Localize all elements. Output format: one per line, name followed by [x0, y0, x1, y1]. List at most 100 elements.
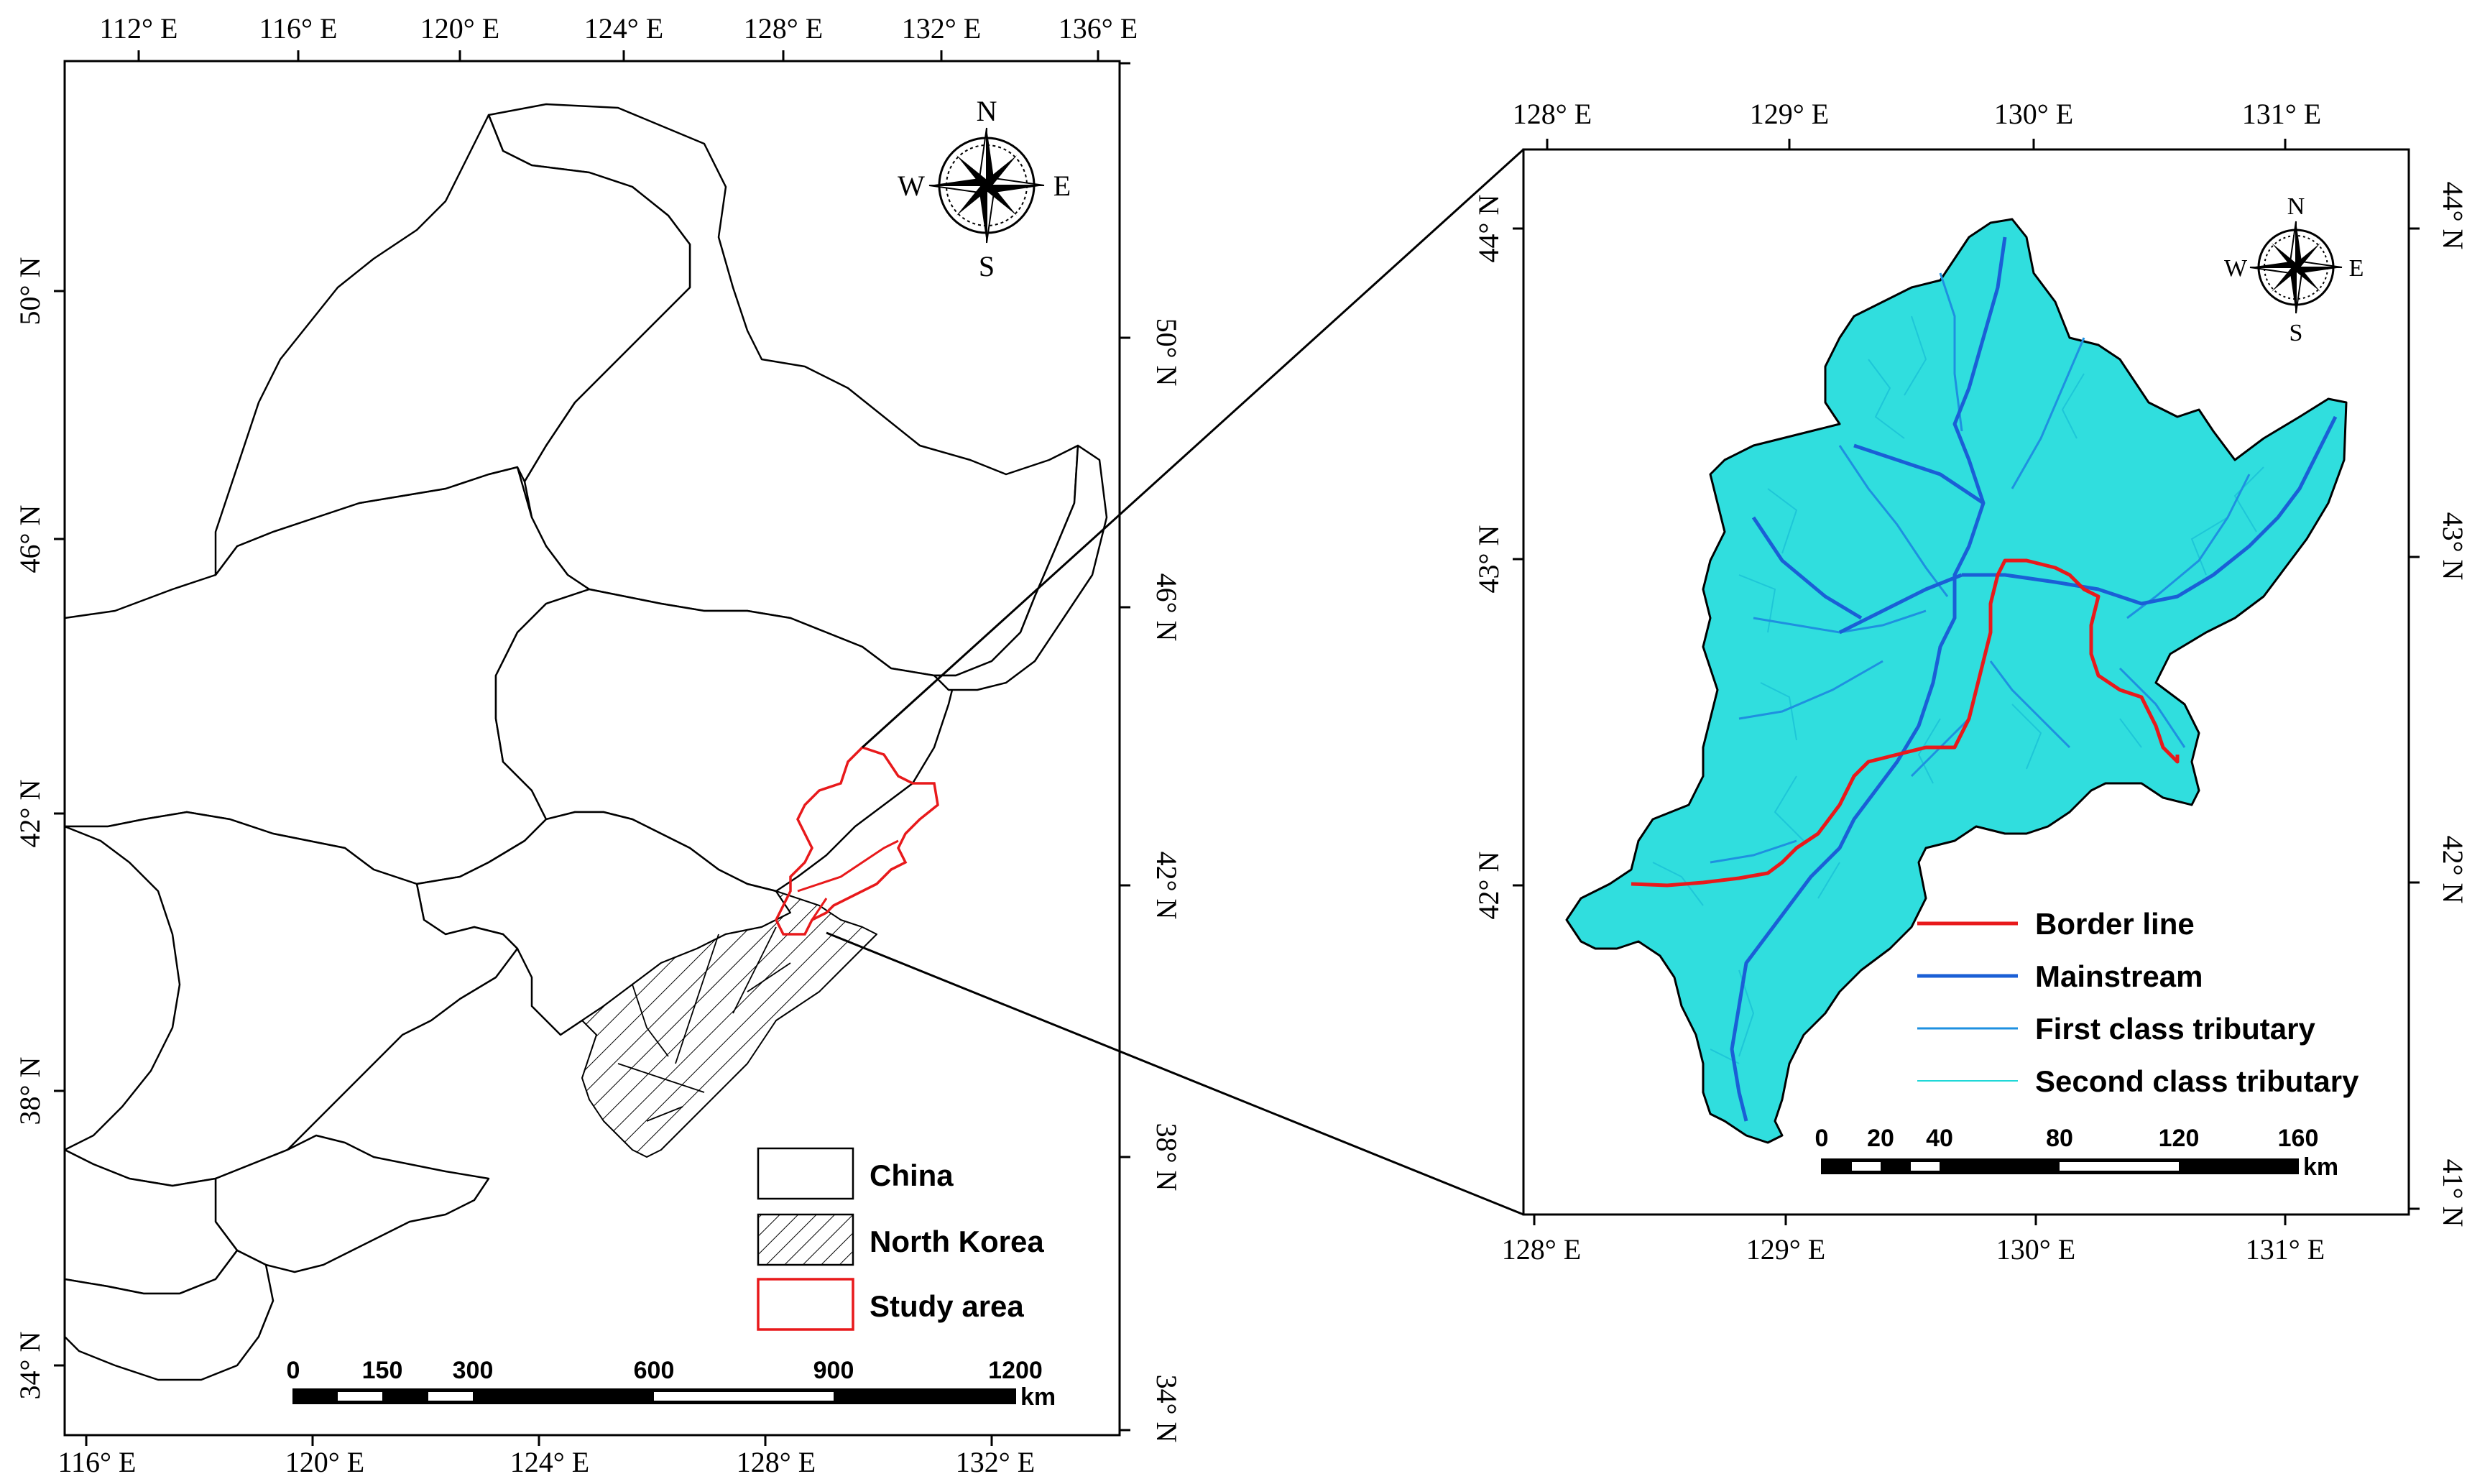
lat-label: 44° N — [2437, 182, 2467, 250]
lon-label: 128° E — [1513, 98, 1592, 130]
left-top-ticks — [137, 50, 1099, 61]
lon-label: 128° E — [744, 12, 823, 45]
compass-north-label: N — [2287, 193, 2305, 220]
lat-label: 43° N — [1472, 525, 1505, 594]
province-shanxi — [65, 825, 181, 1151]
scalebar-unit: km — [1020, 1383, 1056, 1411]
right-map: 128° E 129° E 130° E 131° E 128° E 129° … — [1472, 98, 2467, 1266]
lon-label: 129° E — [1750, 98, 1829, 130]
left-legend: China North Korea Study area — [757, 1147, 1044, 1331]
lat-label: 38° N — [1151, 1123, 1183, 1192]
lat-label: 34° N — [1151, 1375, 1183, 1443]
lat-label: 42° N — [1151, 852, 1183, 920]
province-inner-mongolia-north — [214, 114, 691, 576]
scalebar-tick: 1200 — [988, 1357, 1043, 1384]
compass-south-label: S — [979, 250, 995, 282]
lat-label: 46° N — [1151, 573, 1183, 642]
legend-label-china: China — [870, 1158, 954, 1192]
left-bottom-lon-labels: 116° E 120° E 124° E 128° E 132° E — [58, 1446, 1036, 1478]
right-bottom-ticks: 128° E 129° E 130° E 131° E — [1502, 1215, 2325, 1266]
lon-label: 124° E — [584, 12, 663, 45]
left-scalebar: 0 150 300 600 900 1200 km — [287, 1357, 1056, 1411]
lon-label: 130° E — [1996, 1233, 2075, 1266]
legend-label-second-class: Second class tributary — [2035, 1064, 2359, 1098]
legend-label-mainstream: Mainstream — [2035, 959, 2203, 993]
zoom-connectors — [826, 148, 1525, 1216]
scalebar-tick: 20 — [1867, 1125, 1894, 1152]
province-shandong — [214, 1134, 490, 1273]
lat-label: 41° N — [2437, 1159, 2467, 1227]
lat-label: 42° N — [2437, 836, 2467, 904]
lon-label: 120° E — [420, 12, 499, 45]
lat-label: 46° N — [14, 505, 46, 573]
right-lat-labels-right: 44° N 43° N 42° N 41° N — [2409, 182, 2467, 1227]
compass-west-label: W — [898, 170, 925, 202]
basin-area — [1565, 218, 2348, 1144]
right-map-frame — [1522, 148, 2410, 1216]
left-map-land — [65, 103, 1108, 1381]
scalebar-tick: 0 — [1815, 1125, 1829, 1152]
lon-label: 136° E — [1059, 12, 1138, 45]
lon-label: 132° E — [956, 1446, 1035, 1478]
legend-swatch-china — [757, 1147, 854, 1200]
scalebar-tick: 160 — [2278, 1125, 2319, 1152]
legend-label-north-korea: North Korea — [870, 1225, 1044, 1258]
right-compass: N S E W — [2224, 193, 2364, 346]
right-top-ticks: 128° E 129° E 130° E 131° E — [1513, 98, 2321, 149]
compass-west-label: W — [2224, 255, 2248, 282]
legend-swatch-study-area — [757, 1278, 854, 1331]
north-korea-internal-borders — [617, 926, 791, 1122]
lat-label: 38° N — [14, 1057, 46, 1125]
left-map: 112° E 116° E 120° E 124° E 128° E 132° … — [14, 12, 1183, 1478]
legend-label-study-area: Study area — [870, 1289, 1024, 1323]
study-area-outline — [775, 745, 939, 936]
lat-label: 42° N — [14, 780, 46, 848]
lon-label: 116° E — [58, 1446, 137, 1478]
compass-east-label: E — [2349, 255, 2364, 282]
lon-label: 131° E — [2246, 1233, 2325, 1266]
lat-label: 34° N — [14, 1332, 46, 1400]
scalebar-tick: 80 — [2046, 1125, 2073, 1152]
lon-label: 131° E — [2242, 98, 2321, 130]
lon-label: 112° E — [100, 12, 178, 45]
scalebar-tick: 120 — [2159, 1125, 2200, 1152]
province-east-extension — [933, 444, 1108, 691]
second-class-tributaries — [1652, 315, 2264, 1064]
scalebar-tick: 300 — [453, 1357, 494, 1384]
lon-label: 124° E — [510, 1446, 589, 1478]
left-lat-labels-right: 50° N 46° N 42° N 38° N 34° N — [1120, 62, 1183, 1443]
lat-label: 50° N — [1151, 318, 1183, 387]
compass-east-label: E — [1053, 170, 1071, 202]
legend-swatch-north-korea — [757, 1213, 854, 1266]
lon-label: 128° E — [737, 1446, 816, 1478]
border-line — [1631, 558, 2180, 888]
lat-label: 43° N — [2437, 512, 2467, 581]
lon-label: 116° E — [259, 12, 338, 45]
study-area-inner-border — [797, 839, 899, 921]
right-scalebar: 0 20 40 80 120 160 km — [1815, 1125, 2339, 1181]
lat-label: 50° N — [14, 257, 46, 326]
scalebar-tick: 150 — [362, 1357, 403, 1384]
province-jiangsu — [65, 1249, 275, 1381]
left-lat-labels-left: 50° N 46° N 42° N 38° N 34° N — [14, 257, 65, 1400]
scalebar-tick: 0 — [287, 1357, 300, 1384]
scalebar-unit: km — [2303, 1153, 2338, 1181]
compass-rose-icon — [928, 127, 1045, 244]
right-lat-labels-left: 44° N 43° N 42° N — [1472, 195, 1523, 919]
left-bottom-ticks — [85, 1435, 993, 1446]
scalebar-tick: 40 — [1926, 1125, 1953, 1152]
legend-label-border-line: Border line — [2035, 907, 2195, 941]
lon-label: 120° E — [285, 1446, 364, 1478]
lon-label: 128° E — [1502, 1233, 1581, 1266]
lon-label: 130° E — [1994, 98, 2073, 130]
lon-label: 129° E — [1746, 1233, 1825, 1266]
legend-label-first-class: First class tributary — [2035, 1012, 2315, 1046]
compass-north-label: N — [977, 95, 997, 127]
scalebar-tick: 900 — [813, 1357, 854, 1384]
lon-label: 132° E — [902, 12, 981, 45]
left-compass: N S E W — [898, 95, 1071, 282]
mainstream-rivers — [1730, 236, 2338, 1122]
left-top-lon-labels: 112° E 116° E 120° E 124° E 128° E 132° … — [100, 12, 1138, 45]
province-jilin — [494, 588, 957, 893]
scalebar-tick: 600 — [634, 1357, 675, 1384]
